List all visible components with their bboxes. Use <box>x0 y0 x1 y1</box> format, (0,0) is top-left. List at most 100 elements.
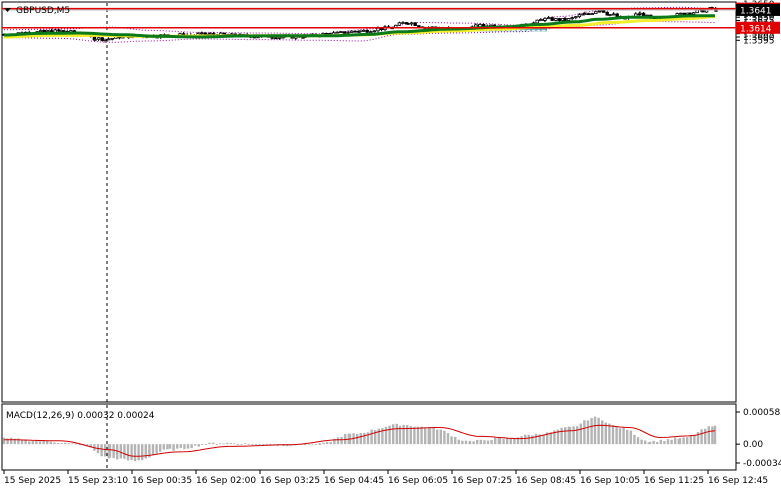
macd-histogram-bar <box>572 426 575 445</box>
macd-histogram-bar <box>258 444 261 445</box>
macd-histogram-bar <box>629 430 632 445</box>
macd-histogram-bar <box>176 444 179 449</box>
macd-histogram-bar <box>64 442 67 445</box>
candle-body <box>598 10 602 12</box>
macd-histogram-bar <box>318 443 321 445</box>
candle-body <box>358 30 362 33</box>
level-label-box <box>736 21 780 34</box>
candle-body <box>353 30 357 33</box>
candle-body <box>688 12 692 15</box>
time-tick-label: 16 Sep 08:45 <box>516 476 576 486</box>
macd-histogram-bar <box>479 439 482 445</box>
candle-body <box>372 30 377 33</box>
macd-histogram-bar <box>240 444 243 445</box>
candle-body <box>682 12 687 15</box>
price-tick-label: 1.3595 <box>743 36 775 46</box>
candle-body <box>563 17 567 21</box>
candle-body <box>605 11 609 16</box>
macd-histogram-bar <box>432 426 435 445</box>
candle-body <box>615 13 619 17</box>
macd-histogram-bar <box>652 440 655 445</box>
macd-plot-frame <box>1 403 737 471</box>
macd-histogram-bar <box>568 426 572 445</box>
macd-histogram-bar <box>560 427 563 445</box>
candle-body <box>566 18 571 21</box>
candle-body <box>406 22 410 25</box>
candle-body <box>554 18 558 21</box>
candle-body <box>557 18 562 21</box>
macd-histogram-bar <box>381 428 384 445</box>
macd-histogram-bar <box>222 443 225 445</box>
macd-histogram-bar <box>197 444 200 447</box>
macd-histogram-bar <box>10 437 13 445</box>
macd-histogram-bar <box>644 440 647 445</box>
macd-histogram-bar <box>148 444 151 458</box>
candle-body <box>397 22 402 26</box>
macd-histogram-bar <box>490 439 493 445</box>
candle-body <box>199 32 204 35</box>
time-tick-label: 16 Sep 10:05 <box>580 476 640 486</box>
macd-histogram-bar <box>604 422 607 445</box>
price-tick-label: 1.3625 <box>743 17 775 27</box>
macd-histogram-bar <box>363 432 366 445</box>
candle-body <box>96 37 101 40</box>
macd-histogram-bar <box>71 443 74 445</box>
candle-body <box>590 13 594 15</box>
macd-histogram-bar <box>576 426 579 445</box>
candle-body <box>577 14 582 18</box>
macd-histogram-bar <box>686 437 689 445</box>
macd-histogram-bar <box>340 436 343 445</box>
macd-histogram-bar <box>318 444 322 445</box>
envelope-bands <box>4 6 715 43</box>
macd-histogram-bar <box>402 425 405 445</box>
candle-body <box>586 13 591 16</box>
candle-body <box>365 29 369 33</box>
candle-body <box>539 19 543 21</box>
macd-histogram-bar <box>194 444 197 446</box>
candle-body <box>379 27 384 31</box>
candle-body <box>413 22 417 26</box>
macd-histogram-bar <box>183 444 186 450</box>
time-axis: 15 Sep 2025 15 Sep 23:10 16 Sep 00:35 16 Se… <box>3 470 768 486</box>
candle-body <box>277 36 282 39</box>
candle-body <box>583 13 587 16</box>
macd-histogram-bar <box>336 437 340 445</box>
dropdown-triangle-icon[interactable] <box>4 8 11 12</box>
candle-body <box>570 17 574 20</box>
price-tick-label: 1.3605 <box>743 30 775 40</box>
candle-body <box>608 14 612 16</box>
price-tick-label: 1.3630 <box>743 13 775 23</box>
macd-histogram-bar <box>186 444 190 449</box>
macd-histogram-bar <box>597 417 600 445</box>
candle-body <box>369 31 373 34</box>
macd-histogram-bar <box>656 442 659 445</box>
macd-histogram-bar <box>416 426 420 445</box>
macd-histogram-bar <box>159 444 162 452</box>
macd-histogram-bar <box>326 441 329 445</box>
macd-histogram-bar <box>424 427 427 445</box>
macd-histogram-bar <box>123 444 126 459</box>
candle-body <box>376 27 380 32</box>
time-tick-label: 16 Sep 02:00 <box>196 476 256 486</box>
macd-histogram-bar <box>436 429 439 445</box>
candle-body <box>401 22 405 24</box>
candle-body <box>274 37 278 40</box>
macd-tick-label: 0.00058 <box>743 408 780 418</box>
macd-histogram-bar <box>172 444 175 451</box>
macd-histogram-bar <box>593 416 597 445</box>
macd-histogram-bar <box>516 437 520 445</box>
candle-body <box>611 13 616 16</box>
macd-histogram-bar <box>549 432 552 445</box>
macd-histogram-bar <box>611 425 615 445</box>
candle-body <box>409 22 414 25</box>
candle-body <box>641 12 646 17</box>
macd-histogram-bar <box>601 420 604 445</box>
current-price-box <box>736 3 780 16</box>
macd-histogram-bar <box>583 420 586 445</box>
macd-histogram-bar <box>531 435 534 445</box>
macd-histogram-bar <box>483 440 486 445</box>
macd-histogram-bar <box>392 424 395 445</box>
macd-histogram-bar <box>218 443 222 445</box>
